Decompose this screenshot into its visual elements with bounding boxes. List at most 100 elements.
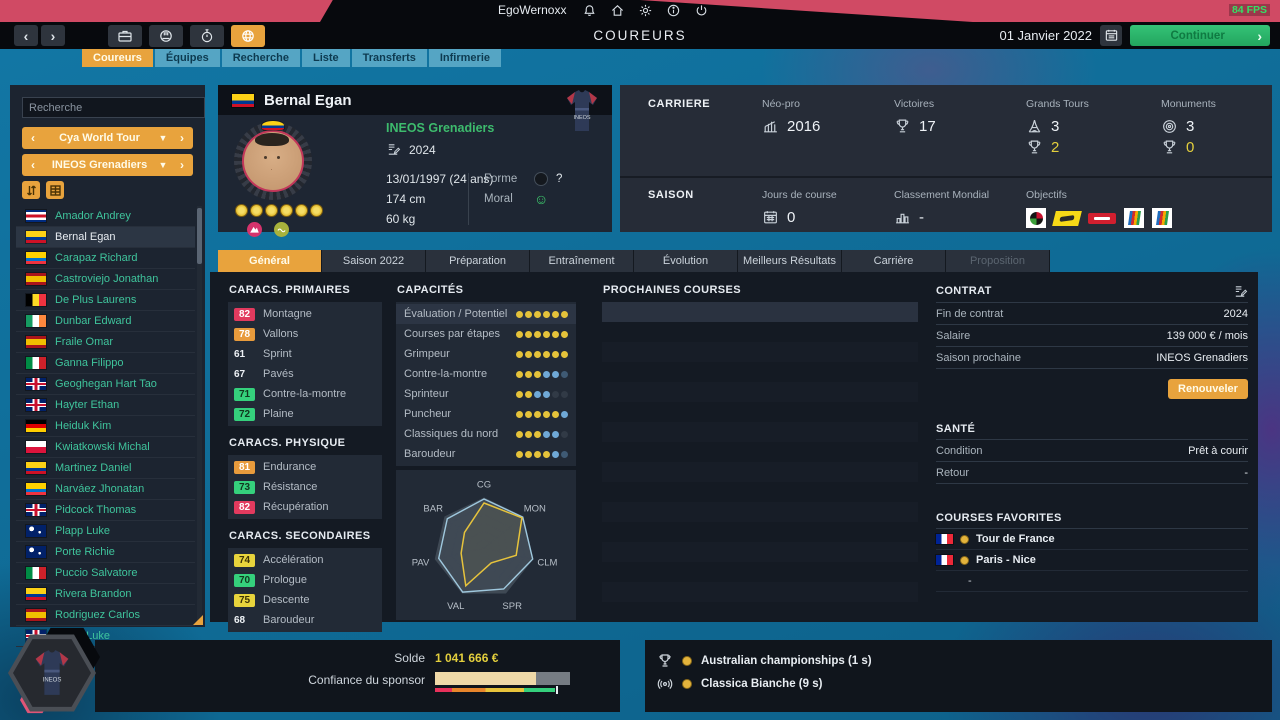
rating-dot-icon — [525, 410, 532, 418]
stat-label: Baroudeur — [263, 614, 315, 626]
filter-next-icon[interactable]: › — [180, 131, 184, 145]
scrollbar-thumb[interactable] — [197, 208, 202, 264]
continue-button[interactable]: Continuer › — [1130, 25, 1270, 46]
filter-prev-icon[interactable]: ‹ — [31, 158, 35, 172]
division-filter[interactable]: ‹ Cya World Tour ▼ › — [22, 127, 193, 149]
rider-row[interactable]: Plapp Luke — [16, 521, 195, 542]
list-view-button[interactable] — [46, 181, 64, 199]
table-icon — [49, 184, 61, 196]
rider-name: Hayter Ethan — [55, 399, 120, 411]
team-name-link[interactable]: INEOS Grenadiers — [386, 121, 495, 135]
panel-resize-handle[interactable] — [193, 615, 203, 625]
favorite-race-row[interactable]: Paris - Nice — [936, 550, 1248, 571]
globe-button[interactable] — [231, 24, 265, 47]
health-title: SANTÉ — [936, 423, 976, 435]
stat-value-badge: 61 — [234, 348, 246, 360]
rider-row[interactable]: Carapaz Richard — [16, 248, 195, 269]
rider-row[interactable]: Dunbar Edward — [16, 311, 195, 332]
contract-year: 2024 — [409, 142, 436, 157]
weight: 60 kg — [386, 212, 416, 226]
bar-chart-icon — [896, 213, 909, 224]
rider-row[interactable]: Bernal Egan — [16, 227, 195, 248]
rating-dot-icon — [525, 430, 532, 438]
next-race-row — [602, 342, 918, 362]
chevron-down-icon[interactable]: ▼ — [158, 160, 168, 170]
calendar-button[interactable] — [1100, 25, 1122, 46]
gear-icon[interactable] — [638, 3, 653, 18]
module-tab-transferts[interactable]: Transferts — [351, 49, 427, 67]
module-tab-recherche[interactable]: Recherche — [221, 49, 300, 67]
game-date: 01 Janvier 2022 — [999, 28, 1092, 43]
rider-row[interactable]: Castroviejo Jonathan — [16, 269, 195, 290]
sort-button[interactable] — [22, 181, 40, 199]
rider-row[interactable]: Geoghegan Hart Tao — [16, 374, 195, 395]
info-icon[interactable] — [666, 3, 681, 18]
svg-text:PAV: PAV — [412, 558, 430, 569]
cri-flag-icon — [26, 210, 46, 222]
rider-row[interactable]: Rivera Brandon — [16, 584, 195, 605]
forward-button[interactable]: › — [41, 25, 65, 46]
helmet-button[interactable] — [149, 24, 183, 47]
history-buttons: ‹ › — [14, 25, 68, 46]
filter-prev-icon[interactable]: ‹ — [31, 131, 35, 145]
svg-text:CG: CG — [477, 480, 491, 491]
briefcase-button[interactable] — [108, 24, 142, 47]
continue-arrow-icon: › — [1257, 27, 1262, 44]
capacity-label: Évaluation / Potentiel — [404, 308, 508, 320]
svg-text:CLM: CLM — [537, 558, 557, 569]
rider-row[interactable]: Kwiatkowski Michal — [16, 437, 195, 458]
module-tab-liste[interactable]: Liste — [301, 49, 350, 67]
rider-row[interactable]: Martinez Daniel — [16, 458, 195, 479]
detail-tab-entrainement[interactable]: Entraînement — [530, 250, 634, 272]
home-icon[interactable] — [610, 3, 625, 18]
rider-row[interactable]: Porte Richie — [16, 542, 195, 563]
rider-row[interactable]: Hayter Ethan — [16, 395, 195, 416]
chevron-down-icon[interactable]: ▼ — [158, 133, 168, 143]
module-tab-coureurs[interactable]: Coureurs — [82, 49, 153, 67]
rider-row[interactable]: Heiduk Kim — [16, 416, 195, 437]
module-tab-infirmerie[interactable]: Infirmerie — [428, 49, 501, 67]
renew-contract-button[interactable]: Renouveler — [1168, 379, 1248, 399]
team-hex-badge[interactable]: INEOS — [8, 627, 100, 716]
rider-row[interactable]: Puccio Salvatore — [16, 563, 195, 584]
rating-dot-icon — [525, 350, 532, 358]
detail-tab-carriere[interactable]: Carrière — [842, 250, 946, 272]
info-label: Salaire — [936, 329, 971, 342]
contract-title: CONTRAT — [936, 285, 992, 297]
favorite-race-name: Paris - Nice — [976, 554, 1036, 566]
search-input[interactable] — [22, 97, 205, 118]
team-filter[interactable]: ‹ INEOS Grenadiers ▼ › — [22, 154, 193, 176]
detail-tab-general[interactable]: Général — [218, 250, 322, 272]
capacity-label: Grimpeur — [404, 348, 450, 360]
favorite-race-row[interactable]: Tour de France — [936, 529, 1248, 550]
detail-tab-preparation[interactable]: Préparation — [426, 250, 530, 272]
detail-tab-saison-2022[interactable]: Saison 2022 — [322, 250, 426, 272]
star-icon — [235, 204, 248, 217]
rider-row[interactable]: De Plus Laurens — [16, 290, 195, 311]
rider-name: Heiduk Kim — [55, 420, 112, 432]
rider-row[interactable]: Rodriguez Carlos — [16, 605, 195, 626]
info-row: Retour - — [936, 462, 1248, 484]
recent-result-row[interactable]: Australian championships (1 s) — [657, 649, 1272, 672]
rider-row[interactable]: Pidcock Thomas — [16, 500, 195, 521]
rider-row[interactable]: Amador Andrey — [16, 206, 195, 227]
back-button[interactable]: ‹ — [14, 25, 38, 46]
detail-tab-evolution[interactable]: Évolution — [634, 250, 738, 272]
rider-row[interactable]: Ganna Filippo — [16, 353, 195, 374]
filter-next-icon[interactable]: › — [180, 158, 184, 172]
recent-result-row[interactable]: Classica Bianche (9 s) — [657, 672, 1272, 695]
scrollbar-track[interactable] — [197, 206, 202, 624]
stopwatch-button[interactable] — [190, 24, 224, 47]
objective-race-logos — [1026, 208, 1172, 228]
bell-icon[interactable] — [582, 3, 597, 18]
detail-tab-meilleurs-resultats[interactable]: Meilleurs Résultats — [738, 250, 842, 272]
svg-text:SPR: SPR — [502, 601, 522, 612]
trophy-icon — [659, 653, 671, 667]
rider-name: De Plus Laurens — [55, 294, 137, 306]
module-tab-equipes[interactable]: Équipes — [154, 49, 220, 67]
power-icon[interactable] — [694, 3, 709, 18]
stat-label: Vallons — [263, 328, 299, 340]
rider-row[interactable]: Narváez Jhonatan — [16, 479, 195, 500]
rider-row[interactable]: Fraile Omar — [16, 332, 195, 353]
rating-dot-icon — [561, 350, 568, 358]
